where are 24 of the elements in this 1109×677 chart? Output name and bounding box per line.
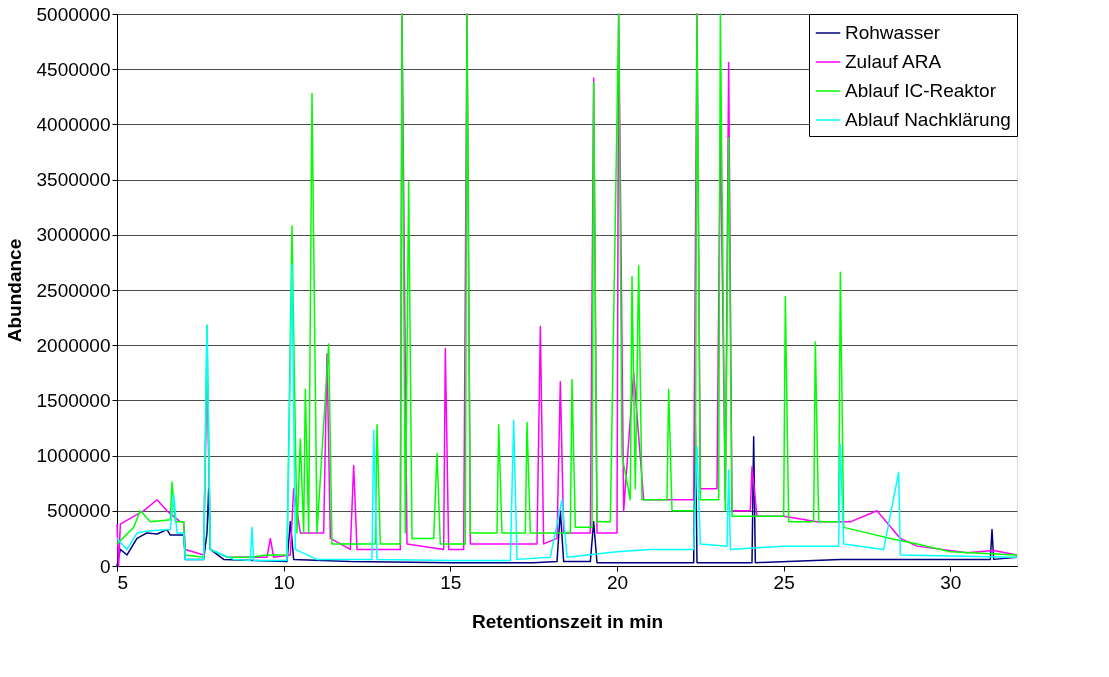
legend-label: Ablauf Nachklärung	[845, 109, 1011, 130]
x-axis-title: Retentionszeit in min	[471, 610, 664, 632]
y-tick-label: 4500000	[36, 58, 111, 80]
x-tick-label: 15	[440, 571, 462, 593]
x-tick-label: 5	[117, 571, 129, 593]
y-tick-label: 3000000	[36, 224, 111, 246]
y-tick-label: 1500000	[36, 389, 111, 411]
x-tick-label: 25	[773, 571, 795, 593]
x-tick-label: 10	[273, 571, 295, 593]
legend-label: Ablauf IC-Reaktor	[845, 80, 997, 101]
y-tick-label: 5000000	[36, 3, 111, 25]
y-tick-label: 3500000	[36, 169, 111, 191]
y-tick-label: 0	[99, 555, 111, 577]
legend-label: Rohwasser	[845, 22, 941, 43]
y-tick-label: 4000000	[36, 113, 111, 135]
x-tick-label: 20	[606, 571, 629, 593]
y-tick-label: 1000000	[36, 445, 111, 467]
y-axis-title: Abundance	[3, 238, 25, 343]
y-tick-label: 500000	[47, 500, 111, 522]
legend-label: Zulauf ARA	[845, 51, 942, 72]
line-series	[116, 263, 1018, 562]
y-tick-label: 2000000	[36, 334, 111, 356]
y-tick-label: 2500000	[36, 279, 111, 301]
x-tick-label: 30	[940, 571, 962, 593]
